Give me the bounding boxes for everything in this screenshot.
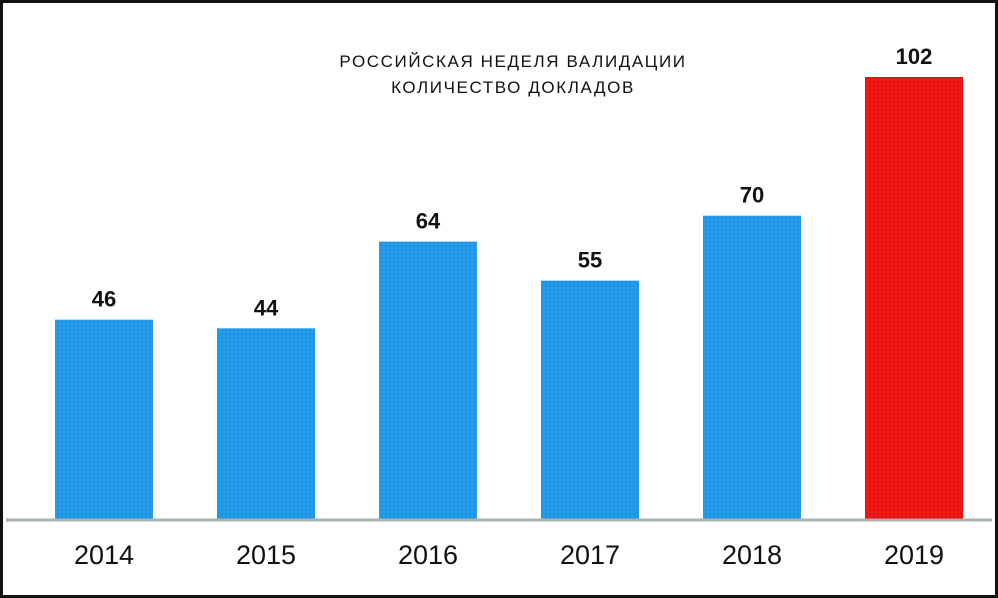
x-tick-label-2017: 2017	[560, 540, 620, 570]
value-label-2016: 64	[416, 209, 441, 234]
bar-texture-2015	[217, 328, 315, 519]
bar-texture-2017	[541, 280, 639, 519]
value-label-2019: 102	[896, 44, 933, 69]
bar-texture-2014	[55, 319, 153, 519]
x-tick-label-2015: 2015	[236, 540, 296, 570]
chart-subtitle: КОЛИЧЕСТВО ДОКЛАДОВ	[391, 78, 635, 97]
bar-texture-2018	[703, 215, 801, 519]
value-label-2015: 44	[254, 295, 279, 320]
chart-title: РОССИЙСКАЯ НЕДЕЛЯ ВАЛИДАЦИИ	[339, 52, 686, 71]
bars-group	[55, 77, 963, 519]
value-label-2017: 55	[578, 248, 602, 273]
x-tick-label-2016: 2016	[398, 540, 458, 570]
value-label-2014: 46	[92, 287, 116, 312]
x-tick-label-2014: 2014	[74, 540, 134, 570]
labels-group: 46 2014 44 2015 64 2016 55 2017 70 2018 102 2019	[74, 44, 944, 570]
bar-texture-2019	[865, 77, 963, 519]
bar-texture-2016	[379, 241, 477, 519]
x-tick-label-2018: 2018	[722, 540, 782, 570]
x-tick-label-2019: 2019	[884, 540, 944, 570]
bar-chart: РОССИЙСКАЯ НЕДЕЛЯ ВАЛИДАЦИИ КОЛИЧЕСТВО Д…	[6, 44, 992, 570]
value-label-2018: 70	[740, 183, 764, 208]
